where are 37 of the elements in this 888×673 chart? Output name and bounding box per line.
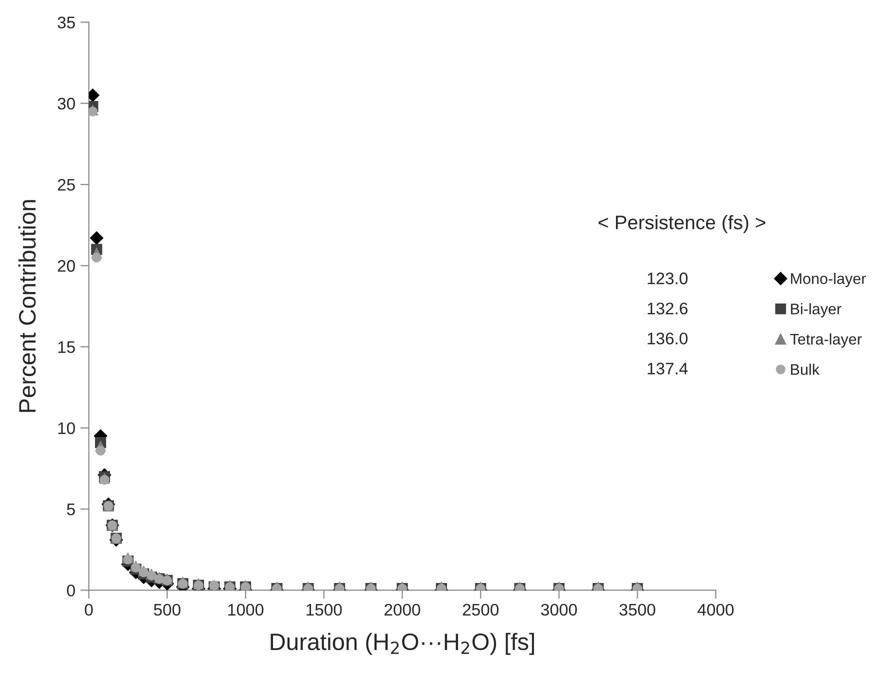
- point: [96, 446, 106, 456]
- point: [146, 570, 156, 580]
- x-tick-label: 4000: [698, 604, 734, 616]
- y-tick-label: 5: [67, 504, 75, 516]
- point: [90, 231, 104, 245]
- y-tick-label: 0: [66, 584, 75, 596]
- annotation: 132.6: [648, 302, 688, 314]
- legend-label: Bulk: [791, 364, 820, 375]
- point: [138, 568, 149, 578]
- x-tick-label: 2000: [384, 604, 420, 616]
- point: [123, 554, 133, 564]
- point: [88, 106, 98, 116]
- annotation: 137.4: [648, 362, 688, 374]
- legend-title: < Persistence (fs) >: [598, 215, 766, 234]
- legend-label: Tetra-layer: [790, 333, 862, 348]
- x-axis-title: Duration (H$_{2}$O···H$_{2}$O) [fs]: [270, 632, 534, 655]
- legend-label: Bi-layer: [791, 303, 842, 318]
- x-tick-label: 3500: [619, 604, 656, 616]
- point: [92, 252, 102, 262]
- x-tick-label: 2500: [462, 604, 499, 616]
- y-tick-label: 25: [58, 178, 75, 191]
- point: [130, 562, 141, 572]
- point: [100, 475, 110, 485]
- x-tick-label: 1000: [228, 604, 264, 616]
- legend-label: Mono-layer: [791, 272, 866, 288]
- y-tick-label: 30: [58, 98, 75, 110]
- annotation: 136.0: [648, 332, 688, 344]
- annotation: 123.0: [648, 272, 688, 284]
- x-tick-label: 0: [84, 604, 93, 616]
- x-tick-label: 1500: [306, 604, 342, 616]
- x-tick-label: 500: [154, 604, 180, 616]
- x-tick-label: 3000: [541, 604, 577, 616]
- y-axis-title: Percent Contribution: [18, 200, 36, 412]
- y-tick-label: 15: [58, 341, 75, 353]
- y-tick-label: 20: [58, 260, 75, 272]
- y-tick-label: 35: [58, 16, 75, 28]
- y-tick-label: 10: [58, 422, 75, 434]
